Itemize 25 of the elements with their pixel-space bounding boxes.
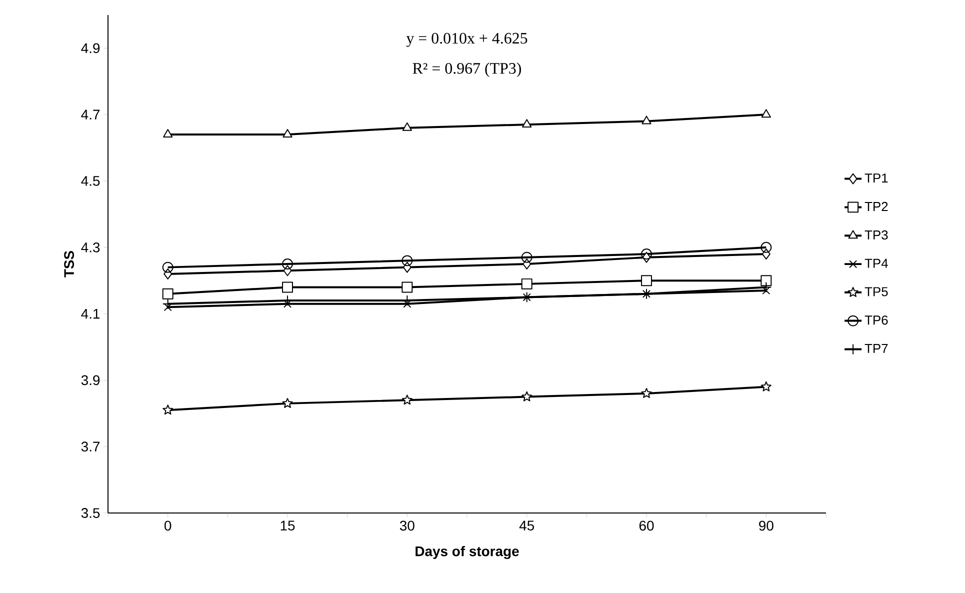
y-tick-label: 4.5: [81, 176, 100, 186]
annotation: R² = 0.967 (TP3): [412, 62, 521, 77]
x-axis-title: Days of storage: [416, 546, 519, 560]
legend-label: TP1: [864, 174, 888, 182]
y-axis-title: TSS: [64, 250, 74, 278]
legend-label: TP2: [864, 202, 888, 211]
x-tick-label: 30: [400, 520, 414, 531]
x-tick-label: 15: [280, 520, 295, 531]
x-tick-label: 90: [759, 520, 774, 531]
legend-label: TP5: [864, 287, 888, 296]
legend-label: TP3: [864, 230, 888, 240]
legend-label: TP7: [864, 344, 888, 353]
annotation: y = 0.010x + 4.625: [406, 32, 528, 47]
y-tick-label: 4.1: [81, 309, 100, 319]
x-tick-label: 60: [639, 520, 654, 531]
y-tick-label: 3.5: [81, 508, 100, 518]
y-tick-label: 4.9: [81, 43, 100, 54]
legend-label: TP6: [864, 316, 888, 325]
y-tick-label: 3.7: [81, 442, 100, 452]
x-tick-label: 45: [519, 520, 534, 531]
y-tick-label: 3.9: [81, 375, 100, 386]
x-tick-label: 0: [164, 520, 172, 531]
y-tick-label: 4.3: [81, 242, 100, 252]
y-tick-label: 4.7: [81, 110, 100, 120]
legend-label: TP4: [864, 258, 888, 268]
